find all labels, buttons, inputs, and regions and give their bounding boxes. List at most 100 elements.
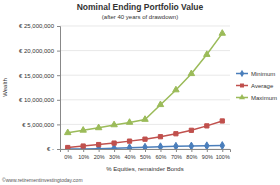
x-tick-label: 70%: [171, 154, 182, 160]
annotation: ©www.retirementinvestingtoday.com: [2, 177, 83, 183]
x-tick-mark: [145, 149, 146, 152]
point: [173, 86, 179, 92]
grid-line: [60, 50, 230, 51]
point: [174, 132, 178, 136]
y-tick-label: € 10,000,000: [19, 97, 55, 103]
grid-line: [60, 26, 230, 27]
x-tick-mark: [191, 149, 192, 152]
y-tick: € 15,000,000: [19, 73, 60, 79]
grid-line: [60, 75, 230, 76]
legend-marker: [240, 70, 244, 77]
x-tick-mark: [68, 149, 69, 152]
x-tick-mark: [83, 149, 84, 152]
x-tick-mark: [207, 149, 208, 152]
x-tick-mark: [114, 149, 115, 152]
point: [205, 124, 209, 128]
point: [157, 101, 163, 107]
x-axis: 0% 10% 20% 30% 40% 50% 60% 70% 80% 90%100%: [61, 149, 231, 160]
x-tick-label: 10%: [78, 154, 89, 160]
point: [111, 121, 117, 127]
point: [174, 142, 179, 149]
x-tick-mark: [222, 149, 223, 152]
point: [158, 143, 163, 149]
x-tick-mark: [176, 149, 177, 152]
point: [127, 144, 132, 149]
y-axis-title: Wealth: [2, 78, 8, 97]
x-tick: 20%: [94, 149, 105, 160]
x-tick-label: 20%: [94, 154, 105, 160]
x-tick: 40%: [125, 149, 136, 160]
y-tick: € 5,000,000: [22, 122, 60, 128]
point: [143, 137, 147, 141]
y-tick-mark: [57, 75, 60, 76]
point: [220, 142, 225, 149]
x-tick: 80%: [186, 149, 197, 160]
plot-area: [65, 30, 226, 149]
point: [189, 142, 194, 149]
x-tick: 100%: [216, 149, 230, 160]
point: [204, 51, 210, 57]
x-axis-title: % Equities, remainder Bonds: [106, 166, 183, 172]
point: [80, 127, 86, 133]
x-tick: 30%: [109, 149, 120, 160]
grid-line: [60, 99, 230, 100]
point: [65, 129, 71, 135]
y-tick-mark: [57, 124, 60, 125]
legend-item: Maximum: [236, 94, 277, 101]
point: [188, 70, 194, 76]
y-tick-mark: [57, 149, 60, 150]
y-tick-mark: [57, 26, 60, 27]
x-tick: 70%: [171, 149, 182, 160]
x-tick-label: 60%: [155, 154, 166, 160]
title: Nominal Ending Portfolio Value: [77, 2, 204, 12]
x-tick-label: 0%: [64, 154, 72, 160]
x-tick: 0%: [64, 149, 72, 160]
series-line: [68, 121, 223, 148]
legend-marker: [240, 84, 244, 88]
y-tick-label: € 20,000,000: [19, 48, 55, 54]
point: [97, 142, 101, 146]
y-tick: € 20,000,000: [19, 48, 60, 54]
y-tick-label: € 25,000,000: [19, 23, 55, 29]
x-tick: 60%: [155, 149, 166, 160]
x-tick-label: 40%: [125, 154, 136, 160]
grid: [60, 26, 230, 149]
y-tick-label: € 15,000,000: [19, 73, 55, 79]
point: [127, 139, 131, 143]
point: [142, 116, 148, 122]
point: [143, 143, 148, 149]
point: [81, 144, 85, 148]
legend-label: Maximum: [251, 95, 277, 101]
x-tick-label: 80%: [186, 154, 197, 160]
y-axis-line: [57, 27, 61, 150]
x-tick-label: 50%: [140, 154, 151, 160]
x-tick-label: 90%: [202, 154, 213, 160]
x-tick-mark: [160, 149, 161, 152]
x-tick: 10%: [78, 149, 89, 160]
subtitle: (after 40 years of drawdown): [102, 14, 178, 20]
point: [112, 141, 116, 145]
legend-label: Average: [251, 83, 274, 89]
point: [189, 128, 193, 132]
y-tick-label: € 5,000,000: [22, 122, 54, 128]
x-axis-line: [61, 150, 231, 153]
y-tick-label: € -: [47, 146, 54, 152]
x-tick-label: 100%: [216, 154, 230, 160]
point: [220, 119, 224, 123]
legend-item: Average: [236, 83, 274, 89]
point: [158, 135, 162, 139]
point: [205, 142, 210, 149]
x-tick-mark: [99, 149, 100, 152]
x-tick: 90%: [202, 149, 213, 160]
point: [219, 30, 225, 36]
legend: Minimum Average Maximum: [236, 70, 277, 101]
y-axis: € - € 5,000,000 € 10,000,000 € 15,000,000 € …: [19, 23, 61, 152]
y-tick: € 10,000,000: [19, 97, 60, 103]
x-tick-mark: [130, 149, 131, 152]
series-line: [68, 33, 223, 132]
x-tick: 50%: [140, 149, 151, 160]
y-tick-mark: [57, 51, 60, 52]
point: [65, 145, 70, 149]
legend-item: Minimum: [236, 70, 275, 77]
point: [126, 119, 132, 125]
